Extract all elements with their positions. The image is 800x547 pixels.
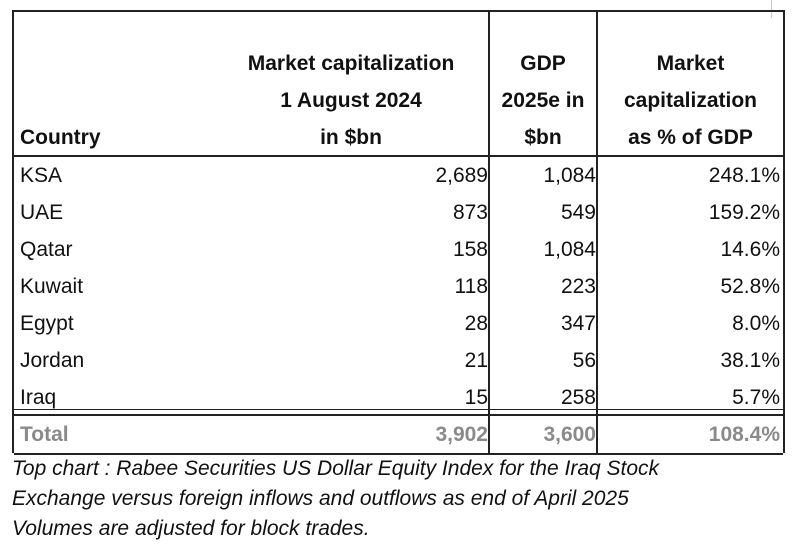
cell-market-cap: 28 xyxy=(464,312,488,335)
cell-market-cap: 15 xyxy=(464,386,488,409)
cell-pct: 8.0% xyxy=(732,312,780,335)
cell-pct: 159.2% xyxy=(708,201,780,224)
header-country: Country xyxy=(20,126,101,149)
total-rule-upper xyxy=(14,409,783,410)
cell-gdp: 549 xyxy=(560,201,596,224)
page-edge-line xyxy=(771,0,772,18)
cell-market-cap: 118 xyxy=(454,275,488,298)
header-market-cap-line1: Market capitalization xyxy=(247,52,455,75)
cell-pct: 38.1% xyxy=(720,349,780,372)
cell-gdp: 1,084 xyxy=(543,238,596,261)
cell-gdp: 223 xyxy=(560,275,596,298)
cell-gdp: 1,084 xyxy=(543,164,596,187)
cell-market-cap: 158 xyxy=(452,238,488,261)
header-rule xyxy=(14,155,783,157)
header-market-cap-line2: 1 August 2024 xyxy=(280,89,422,112)
header-gdp-line2: 2025e in xyxy=(501,89,585,112)
cell-country: Jordan xyxy=(20,349,85,372)
total-rule-lower xyxy=(14,414,783,416)
header-pct-line2: capitalization xyxy=(623,89,758,112)
total-pct: 108.4% xyxy=(708,423,780,446)
header-pct-line1: Market xyxy=(656,52,725,75)
header-market-cap-line3: in $bn xyxy=(320,126,382,149)
header-pct-line3: as % of GDP xyxy=(628,126,753,149)
header-gdp-line1: GDP xyxy=(520,52,566,75)
total-label: Total xyxy=(20,423,69,446)
cell-gdp: 56 xyxy=(572,349,596,372)
cell-pct: 248.1% xyxy=(708,164,780,187)
header-gdp-line3: $bn xyxy=(524,126,562,149)
cell-pct: 14.6% xyxy=(720,238,780,261)
cell-country: Iraq xyxy=(20,386,57,409)
caption-line-3: Volumes are adjusted for block trades. xyxy=(12,517,370,540)
column-divider xyxy=(488,12,490,453)
figure-caption: Top chart : Rabee Securities US Dollar E… xyxy=(12,454,792,544)
cell-country: Kuwait xyxy=(20,275,84,298)
cell-country: Qatar xyxy=(20,238,73,261)
cell-country: Egypt xyxy=(20,312,74,335)
caption-line-2: Exchange versus foreign inflows and outf… xyxy=(12,487,629,510)
cell-market-cap: 21 xyxy=(464,349,488,372)
cell-pct: 52.8% xyxy=(720,275,780,298)
column-divider xyxy=(596,12,598,453)
total-gdp: 3,600 xyxy=(543,423,596,446)
total-market-cap: 3,902 xyxy=(435,423,488,446)
cell-gdp: 347 xyxy=(560,312,596,335)
market-cap-table: Market capitalization 1 August 2024 in $… xyxy=(12,10,785,455)
cell-country: UAE xyxy=(20,201,64,224)
cell-pct: 5.7% xyxy=(732,386,780,409)
table-bottom-rule xyxy=(14,453,783,455)
cell-country: KSA xyxy=(20,164,63,187)
cell-gdp: 258 xyxy=(560,386,596,409)
cell-market-cap: 2,689 xyxy=(435,164,488,187)
caption-line-1: Top chart : Rabee Securities US Dollar E… xyxy=(12,457,660,480)
cell-market-cap: 873 xyxy=(452,201,488,224)
